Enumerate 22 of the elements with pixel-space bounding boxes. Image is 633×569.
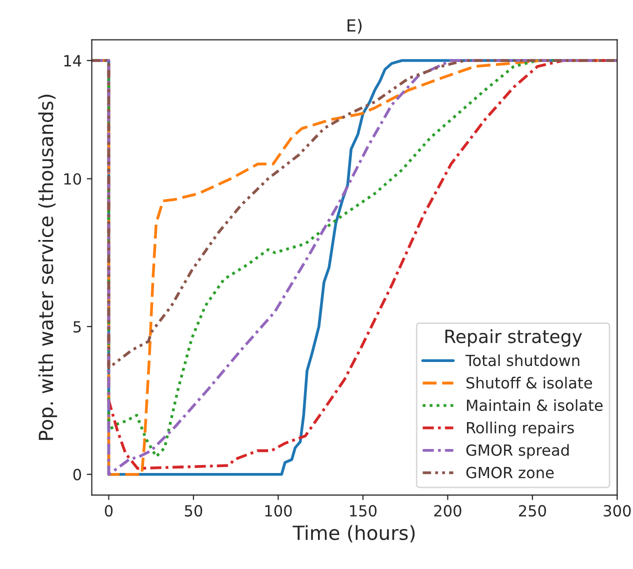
x-tick-label: 0 <box>104 505 113 517</box>
x-tick-label: 300 <box>604 505 631 517</box>
chart-title: E) <box>348 18 362 34</box>
x-axis-title: Time (hours) <box>292 525 415 542</box>
legend-label: Shutoff & isolate <box>466 376 592 389</box>
x-tick-label: 200 <box>434 505 462 517</box>
y-tick-label: 10 <box>64 173 82 185</box>
legend-label: Maintain & isolate <box>467 399 603 412</box>
legend-title: Repair strategy <box>445 329 582 347</box>
y-tick-label: 5 <box>74 321 81 333</box>
y-axis-title: Pop. with water service (thousands) <box>38 94 58 440</box>
y-tick-label: 14 <box>64 55 82 66</box>
line-series <box>92 59 618 370</box>
legend-label: GMOR spread <box>466 444 569 459</box>
x-tick-label: 150 <box>350 505 377 517</box>
x-tick-label: 100 <box>265 505 292 517</box>
x-tick-label: 50 <box>184 505 202 517</box>
legend-label: GMOR zone <box>466 466 554 478</box>
x-tick-label: 250 <box>518 505 546 517</box>
legend-label: Total shutdown <box>465 354 580 366</box>
legend-label: Rolling repairs <box>467 422 574 436</box>
y-tick-label: 0 <box>73 468 82 480</box>
